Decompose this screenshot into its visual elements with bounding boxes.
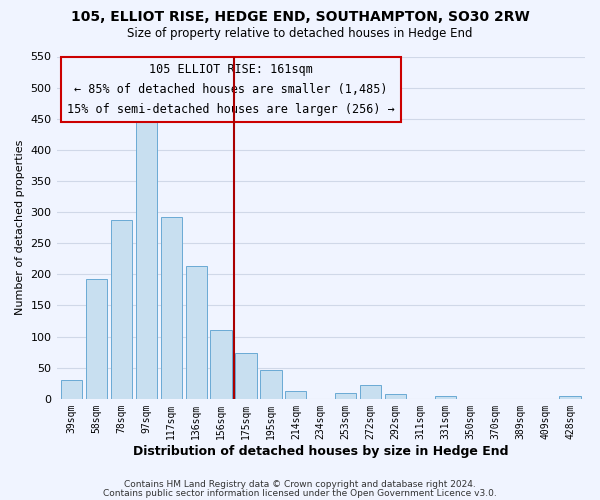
Bar: [260, 370, 281, 399]
Text: Contains HM Land Registry data © Crown copyright and database right 2024.: Contains HM Land Registry data © Crown c…: [124, 480, 476, 489]
Text: 105 ELLIOT RISE: 161sqm
← 85% of detached houses are smaller (1,485)
15% of semi: 105 ELLIOT RISE: 161sqm ← 85% of detache…: [67, 64, 395, 116]
Bar: [111, 220, 132, 399]
Y-axis label: Number of detached properties: Number of detached properties: [15, 140, 25, 316]
Bar: [136, 114, 157, 399]
Bar: [211, 330, 232, 399]
Bar: [86, 280, 107, 399]
Text: Contains public sector information licensed under the Open Government Licence v3: Contains public sector information licen…: [103, 488, 497, 498]
Bar: [161, 217, 182, 399]
Bar: [235, 354, 257, 399]
Bar: [285, 392, 307, 399]
X-axis label: Distribution of detached houses by size in Hedge End: Distribution of detached houses by size …: [133, 444, 509, 458]
Text: Size of property relative to detached houses in Hedge End: Size of property relative to detached ho…: [127, 28, 473, 40]
Bar: [185, 266, 207, 399]
Bar: [360, 385, 381, 399]
Bar: [559, 396, 581, 399]
Text: 105, ELLIOT RISE, HEDGE END, SOUTHAMPTON, SO30 2RW: 105, ELLIOT RISE, HEDGE END, SOUTHAMPTON…: [71, 10, 529, 24]
Bar: [335, 392, 356, 399]
Bar: [61, 380, 82, 399]
Bar: [435, 396, 456, 399]
Bar: [385, 394, 406, 399]
